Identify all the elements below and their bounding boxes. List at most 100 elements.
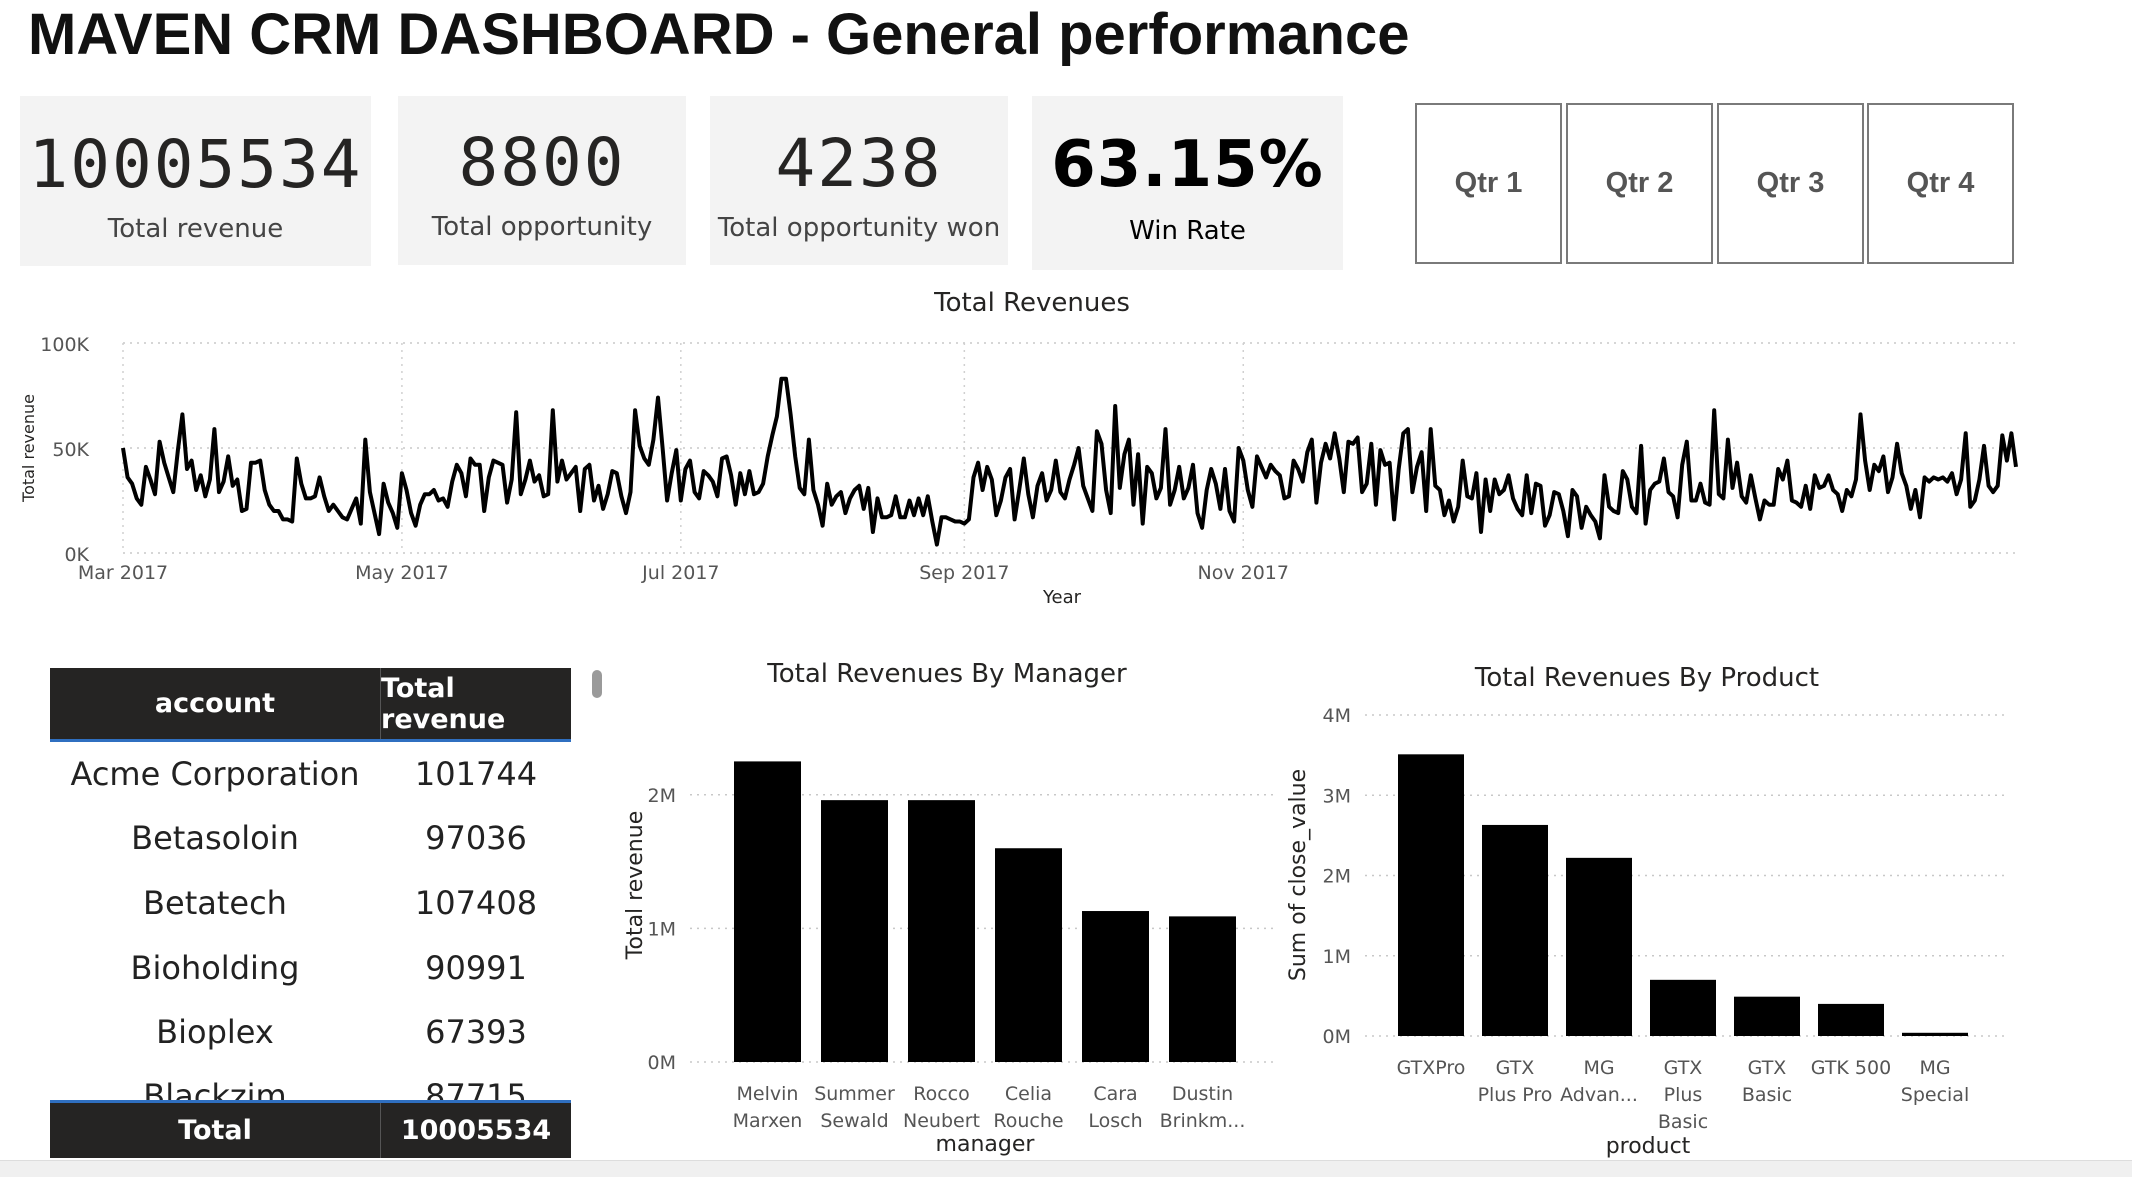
table-header: account Total revenue <box>50 668 571 742</box>
x-tick-label: Rouche <box>993 1110 1063 1132</box>
cell-revenue: 90991 <box>425 949 527 987</box>
cell-account: Acme Corporation <box>70 755 360 793</box>
bar <box>1398 754 1464 1036</box>
x-tick-label: Plus Pro <box>1478 1084 1553 1106</box>
y-tick-label: 1M <box>1323 946 1351 968</box>
slicer-qtr-1[interactable]: Qtr 1 <box>1415 103 1562 264</box>
revenue-by-product-bar-chart[interactable]: 0M 1M 2M 3M 4M GTXPro GTX Plus Pro MG Advan... GTX… <box>1280 695 2020 1160</box>
kpi-total-opportunity-label: Total opportunity <box>431 212 653 242</box>
bar <box>1566 857 1632 1036</box>
slicer-qtr-2[interactable]: Qtr 2 <box>1566 103 1713 264</box>
cell-account: Betatech <box>143 884 287 922</box>
x-tick-label: Dustin <box>1172 1083 1233 1105</box>
x-tick-label: Plus <box>1664 1084 1703 1106</box>
x-tick-label: Nov 2017 <box>1198 562 1289 584</box>
bar <box>1734 996 1800 1036</box>
table-row[interactable]: Bioplex 67393 <box>50 1000 571 1064</box>
x-tick-label: Summer <box>814 1083 895 1105</box>
bar <box>908 800 975 1062</box>
y-tick-label: 2M <box>648 785 676 807</box>
slicer-qtr-4[interactable]: Qtr 4 <box>1867 103 2014 264</box>
kpi-total-opportunity-won-label: Total opportunity won <box>717 213 1001 243</box>
cell-revenue: 67393 <box>425 1013 527 1051</box>
kpi-card-win-rate: 63.15% Win Rate <box>1032 96 1343 270</box>
dashboard-title: MAVEN CRM DASHBOARD - General performanc… <box>28 2 1410 67</box>
x-tick-label: Mar 2017 <box>78 562 168 584</box>
x-tick-label: Advan... <box>1560 1084 1638 1106</box>
bar <box>1650 979 1716 1036</box>
x-tick-label: GTX <box>1664 1057 1703 1079</box>
x-tick-label: GTK 500 <box>1811 1057 1891 1079</box>
column-header-account[interactable]: account <box>50 668 381 739</box>
cell-revenue: 97036 <box>425 819 527 857</box>
cell-revenue: 101744 <box>414 755 538 793</box>
bar <box>734 761 801 1062</box>
x-tick-label: GTX <box>1496 1057 1535 1079</box>
kpi-win-rate-label: Win Rate <box>1129 216 1246 246</box>
bar <box>1482 824 1548 1036</box>
total-label: Total <box>50 1103 381 1158</box>
y-tick-label: 1M <box>648 918 676 940</box>
kpi-card-total-revenue: 10005534 Total revenue <box>20 96 371 266</box>
total-value: 10005534 <box>400 1115 552 1146</box>
x-tick-label: Sep 2017 <box>919 562 1009 584</box>
y-axis-title: Sum of close_value <box>1286 769 1311 981</box>
revenue-series-line <box>121 376 2018 547</box>
kpi-win-rate-value: 63.15% <box>1051 128 1324 202</box>
x-tick-label: Celia <box>1005 1083 1052 1105</box>
bar <box>821 800 888 1062</box>
bar <box>1082 911 1149 1062</box>
bar <box>1818 1003 1884 1036</box>
revenue-by-manager-bar-chart[interactable]: 0M 1M 2M Melvin Marxen Summer Sewald Rocco Neube… <box>610 695 1290 1160</box>
x-axis-title: product <box>1606 1134 1691 1159</box>
x-tick-label: Cara <box>1093 1083 1137 1105</box>
cell-revenue: 87715 <box>425 1077 527 1100</box>
table-row[interactable]: Betatech 107408 <box>50 871 571 935</box>
x-tick-label: MG <box>1919 1057 1950 1079</box>
x-axis-title: Year <box>1042 587 1082 608</box>
manager-chart-title: Total Revenues By Manager <box>767 659 1127 689</box>
y-axis-title: Total revenue <box>19 394 38 503</box>
x-tick-label: Marxen <box>733 1110 803 1132</box>
cell-account: Bioholding <box>130 949 300 987</box>
table-scrollbar[interactable] <box>592 670 602 698</box>
bar <box>995 848 1062 1062</box>
y-tick-label: 100K <box>40 334 89 356</box>
bar <box>1169 916 1236 1062</box>
total-revenues-line-chart[interactable]: 0K 50K 100K Mar 2017 May 2017 Jul 2017 Sep 201… <box>0 320 2132 620</box>
x-tick-label: GTX <box>1748 1057 1787 1079</box>
x-tick-label: Neubert <box>903 1110 980 1132</box>
x-tick-label: Rocco <box>913 1083 970 1105</box>
y-tick-label: 0M <box>648 1052 676 1074</box>
x-tick-label: Brinkm... <box>1160 1110 1246 1132</box>
x-tick-label: Basic <box>1658 1111 1708 1133</box>
x-tick-label: Basic <box>1742 1084 1792 1106</box>
cell-revenue: 107408 <box>414 884 538 922</box>
kpi-total-opportunity-won-value: 4238 <box>775 125 943 202</box>
table-row[interactable]: Acme Corporation 101744 <box>50 742 571 806</box>
line-chart-title: Total Revenues <box>934 288 1130 318</box>
cell-account: Blackzim <box>143 1077 287 1100</box>
y-axis-title: Total revenue <box>623 811 648 960</box>
product-chart-title: Total Revenues By Product <box>1474 663 1820 693</box>
x-tick-label: May 2017 <box>355 562 449 584</box>
table-total-row: Total 10005534 <box>50 1100 571 1158</box>
kpi-card-total-opportunity-won: 4238 Total opportunity won <box>710 96 1008 265</box>
kpi-total-revenue-label: Total revenue <box>107 214 284 244</box>
column-header-total-revenue[interactable]: Total revenue <box>381 672 506 735</box>
table-body[interactable]: Acme Corporation 101744 Betasoloin 97036… <box>50 742 571 1100</box>
x-axis-title: manager <box>936 1132 1036 1157</box>
y-tick-label: 3M <box>1323 785 1351 807</box>
cell-account: Betasoloin <box>131 819 299 857</box>
y-tick-label: 4M <box>1323 705 1351 727</box>
table-row[interactable]: Blackzim 87715 <box>50 1064 571 1100</box>
x-tick-label: Special <box>1901 1084 1969 1106</box>
slicer-qtr-3[interactable]: Qtr 3 <box>1717 103 1864 264</box>
table-row[interactable]: Betasoloin 97036 <box>50 806 571 870</box>
kpi-total-revenue-value: 10005534 <box>28 126 363 203</box>
table-row[interactable]: Bioholding 90991 <box>50 936 571 1000</box>
kpi-total-opportunity-value: 8800 <box>458 124 626 201</box>
y-tick-label: 50K <box>52 439 89 461</box>
x-tick-label: Sewald <box>820 1110 888 1132</box>
x-tick-label: GTXPro <box>1397 1057 1466 1079</box>
